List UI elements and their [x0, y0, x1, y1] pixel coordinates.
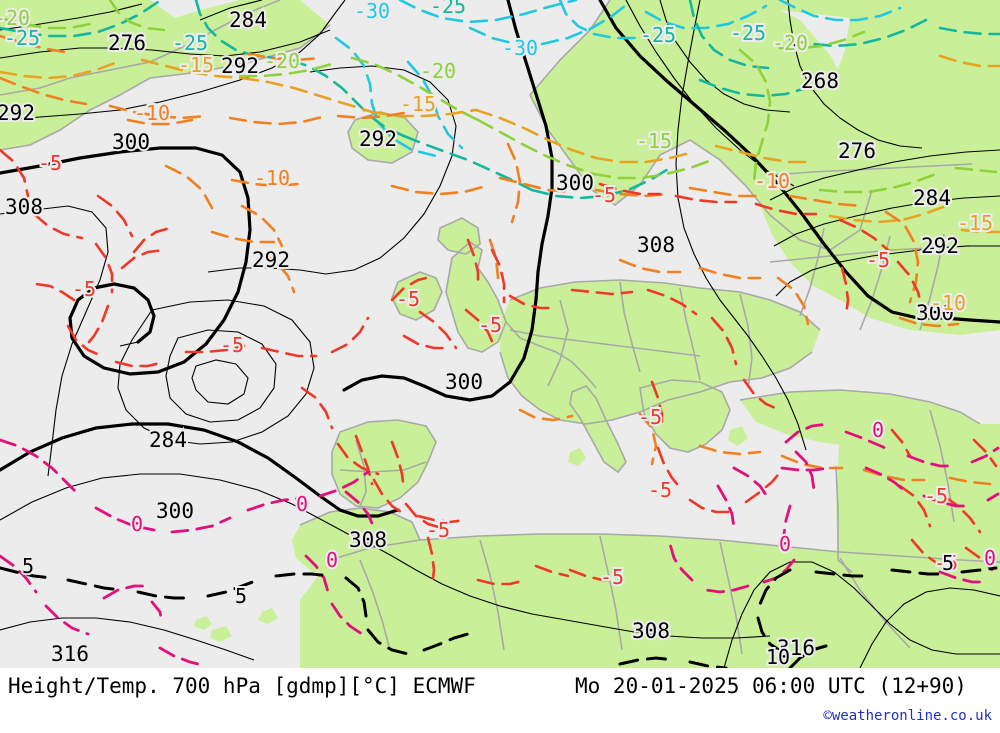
isotherm-minus20 — [0, 0, 998, 194]
isotherm-zero — [0, 422, 1000, 668]
footer-valid-time: Mo 20-01-2025 06:00 UTC (12+90) — [575, 674, 967, 698]
isotherm-minus15 — [0, 54, 1000, 234]
footer-copyright: ©weatheronline.co.uk — [823, 708, 992, 724]
map-canvas[interactable]: 284 284 276 276 292 292 292 292 292 292 300 300 308 3… — [0, 0, 1000, 668]
isotherm-plus10 — [618, 644, 828, 668]
height-contour-layer — [0, 0, 1000, 668]
isotherm-minus30 — [334, 0, 902, 158]
isotherm-minus5 — [0, 148, 998, 588]
isotherm-plus5 — [0, 566, 998, 656]
footer-title: Height/Temp. 700 hPa [gdmp][°C] ECMWF — [8, 674, 476, 698]
footer-bar: Height/Temp. 700 hPa [gdmp][°C] ECMWF Mo… — [0, 668, 1000, 733]
map-svg — [0, 0, 1000, 668]
